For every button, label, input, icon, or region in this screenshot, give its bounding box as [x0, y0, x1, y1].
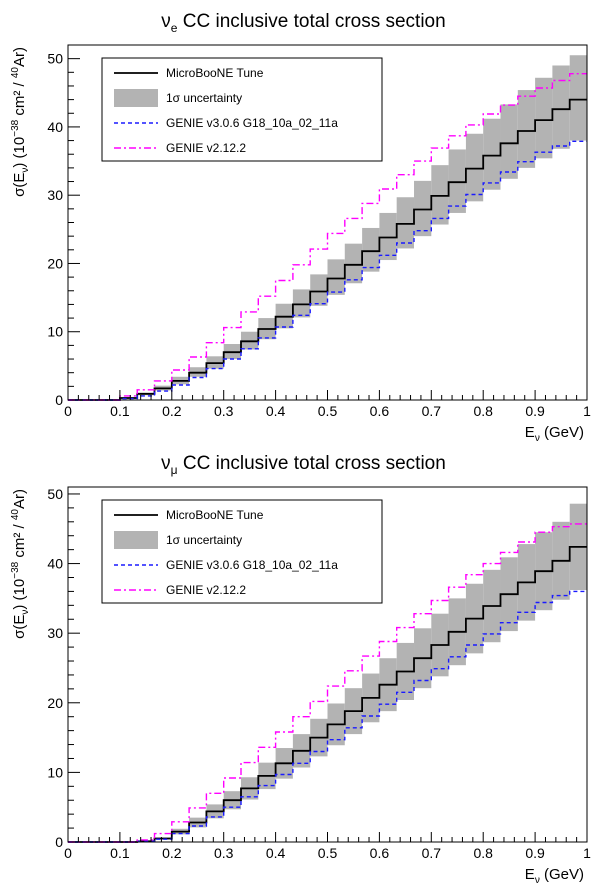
- x-tick-label: 0.1: [110, 403, 130, 419]
- y-tick-label: 0: [55, 392, 63, 408]
- legend-label-genie3: GENIE v3.0.6 G18_10a_02_11a: [166, 116, 338, 130]
- legend-label-genie3: GENIE v3.0.6 G18_10a_02_11a: [166, 558, 338, 572]
- uncertainty-band-bin: [552, 65, 570, 149]
- series-line-solid: [68, 546, 587, 843]
- x-tick-label: 0.1: [110, 845, 130, 861]
- y-tick-label: 20: [47, 255, 63, 271]
- x-tick-label: 0.9: [525, 403, 545, 419]
- y-tick-label: 40: [47, 119, 63, 135]
- nue-chart-panel: νe CC inclusive total cross section 0 0.1 0…: [10, 11, 591, 442]
- legend-label-band: 1σ uncertainty: [166, 91, 242, 105]
- x-tick-label: 0.6: [370, 845, 390, 861]
- uncertainty-band-bin: [535, 77, 553, 159]
- uncertainty-band-bin: [500, 104, 518, 179]
- series-line-dashdot: [68, 73, 587, 401]
- y-tick-label: 20: [47, 695, 63, 711]
- x-tick-label: 0.3: [214, 403, 234, 419]
- y-tick-label: 10: [47, 764, 63, 780]
- y-tick-label: 50: [47, 51, 63, 67]
- legend-symbol-band: [114, 89, 158, 107]
- y-tick-label: 40: [47, 556, 63, 572]
- y-tick-label: 0: [55, 834, 63, 850]
- x-tick-label: 0.3: [214, 845, 234, 861]
- uncertainty-band-bin: [292, 289, 311, 318]
- x-tick-label: 0.4: [266, 403, 286, 419]
- y-tick-label: 50: [47, 486, 63, 502]
- y-axis-label: σ(Eν) (10−38 cm² / 40Ar): [10, 47, 31, 197]
- legend-label-genie2: GENIE v2.12.2: [166, 583, 246, 597]
- x-tick-label: 0.5: [318, 845, 338, 861]
- x-tick-label: 0.2: [162, 403, 182, 419]
- x-tick-label: 0.9: [525, 845, 545, 861]
- legend-label-band: 1σ uncertainty: [166, 533, 242, 547]
- x-tick-label: 0.5: [318, 403, 338, 419]
- x-axis-label: Eν (GeV): [525, 424, 584, 442]
- x-tick-label: 0.7: [422, 403, 442, 419]
- legend-label-genie2: GENIE v2.12.2: [166, 141, 246, 155]
- uncertainty-band-bin: [465, 133, 484, 202]
- x-tick-label: 1: [583, 845, 591, 861]
- chart-svg: νμ CC inclusive total cross section 0 0.1 0…: [10, 453, 591, 884]
- uncertainty-band-bin: [379, 212, 397, 261]
- uncertainty-band-bin: [431, 165, 449, 225]
- uncertainty-band-bin: [448, 149, 466, 213]
- uncertainty-band-bin: [344, 243, 363, 284]
- y-tick-label: 30: [47, 625, 63, 641]
- legend-label-tune: MicroBooNE Tune: [166, 508, 264, 522]
- y-axis-label: σ(Eν) (10−38 cm² / 40Ar): [10, 489, 31, 639]
- x-tick-label: 1: [583, 403, 591, 419]
- x-tick-label: 0: [64, 403, 72, 419]
- uncertainty-band-bin: [362, 227, 380, 272]
- legend-box: [101, 499, 383, 604]
- legend: MicroBooNE Tune 1σ uncertainty GENIE v3.0.…: [101, 499, 383, 604]
- x-axis-label: Eν (GeV): [525, 866, 584, 884]
- legend-label-tune: MicroBooNE Tune: [166, 66, 264, 80]
- uncertainty-band-bin: [517, 90, 536, 168]
- uncertainty-band-bin: [483, 118, 501, 190]
- uncertainty-band-bin: [396, 197, 415, 249]
- legend: MicroBooNE Tune 1σ uncertainty GENIE v3.0.…: [101, 57, 383, 162]
- chart-title: νμ CC inclusive total cross section: [161, 453, 446, 477]
- series-line-solid: [68, 98, 587, 401]
- uncertainty-band-bin: [569, 55, 587, 141]
- y-tick-label: 30: [47, 187, 63, 203]
- y-tick-label: 10: [47, 324, 63, 340]
- x-tick-label: 0.6: [370, 403, 390, 419]
- x-tick-label: 0.2: [162, 845, 182, 861]
- x-tick-label: 0.8: [473, 845, 493, 861]
- legend-box: [101, 57, 383, 162]
- series-line-dashed: [68, 140, 587, 401]
- chart-title: νe CC inclusive total cross section: [161, 11, 445, 35]
- x-tick-label: 0.7: [422, 845, 442, 861]
- uncertainty-band-bin: [327, 259, 345, 295]
- x-tick-label: 0.4: [266, 845, 286, 861]
- series-line-dashed: [68, 590, 587, 843]
- chart-svg: νe CC inclusive total cross section 0 0.1 0…: [10, 11, 591, 442]
- x-tick-label: 0.8: [473, 403, 493, 419]
- uncertainty-band-bin: [414, 180, 432, 237]
- x-tick-label: 0: [64, 845, 72, 861]
- legend-symbol-band: [114, 531, 158, 549]
- numu-chart-panel: νμ CC inclusive total cross section 0 0.1 0…: [0, 442, 591, 884]
- uncertainty-band-bin: [310, 274, 328, 306]
